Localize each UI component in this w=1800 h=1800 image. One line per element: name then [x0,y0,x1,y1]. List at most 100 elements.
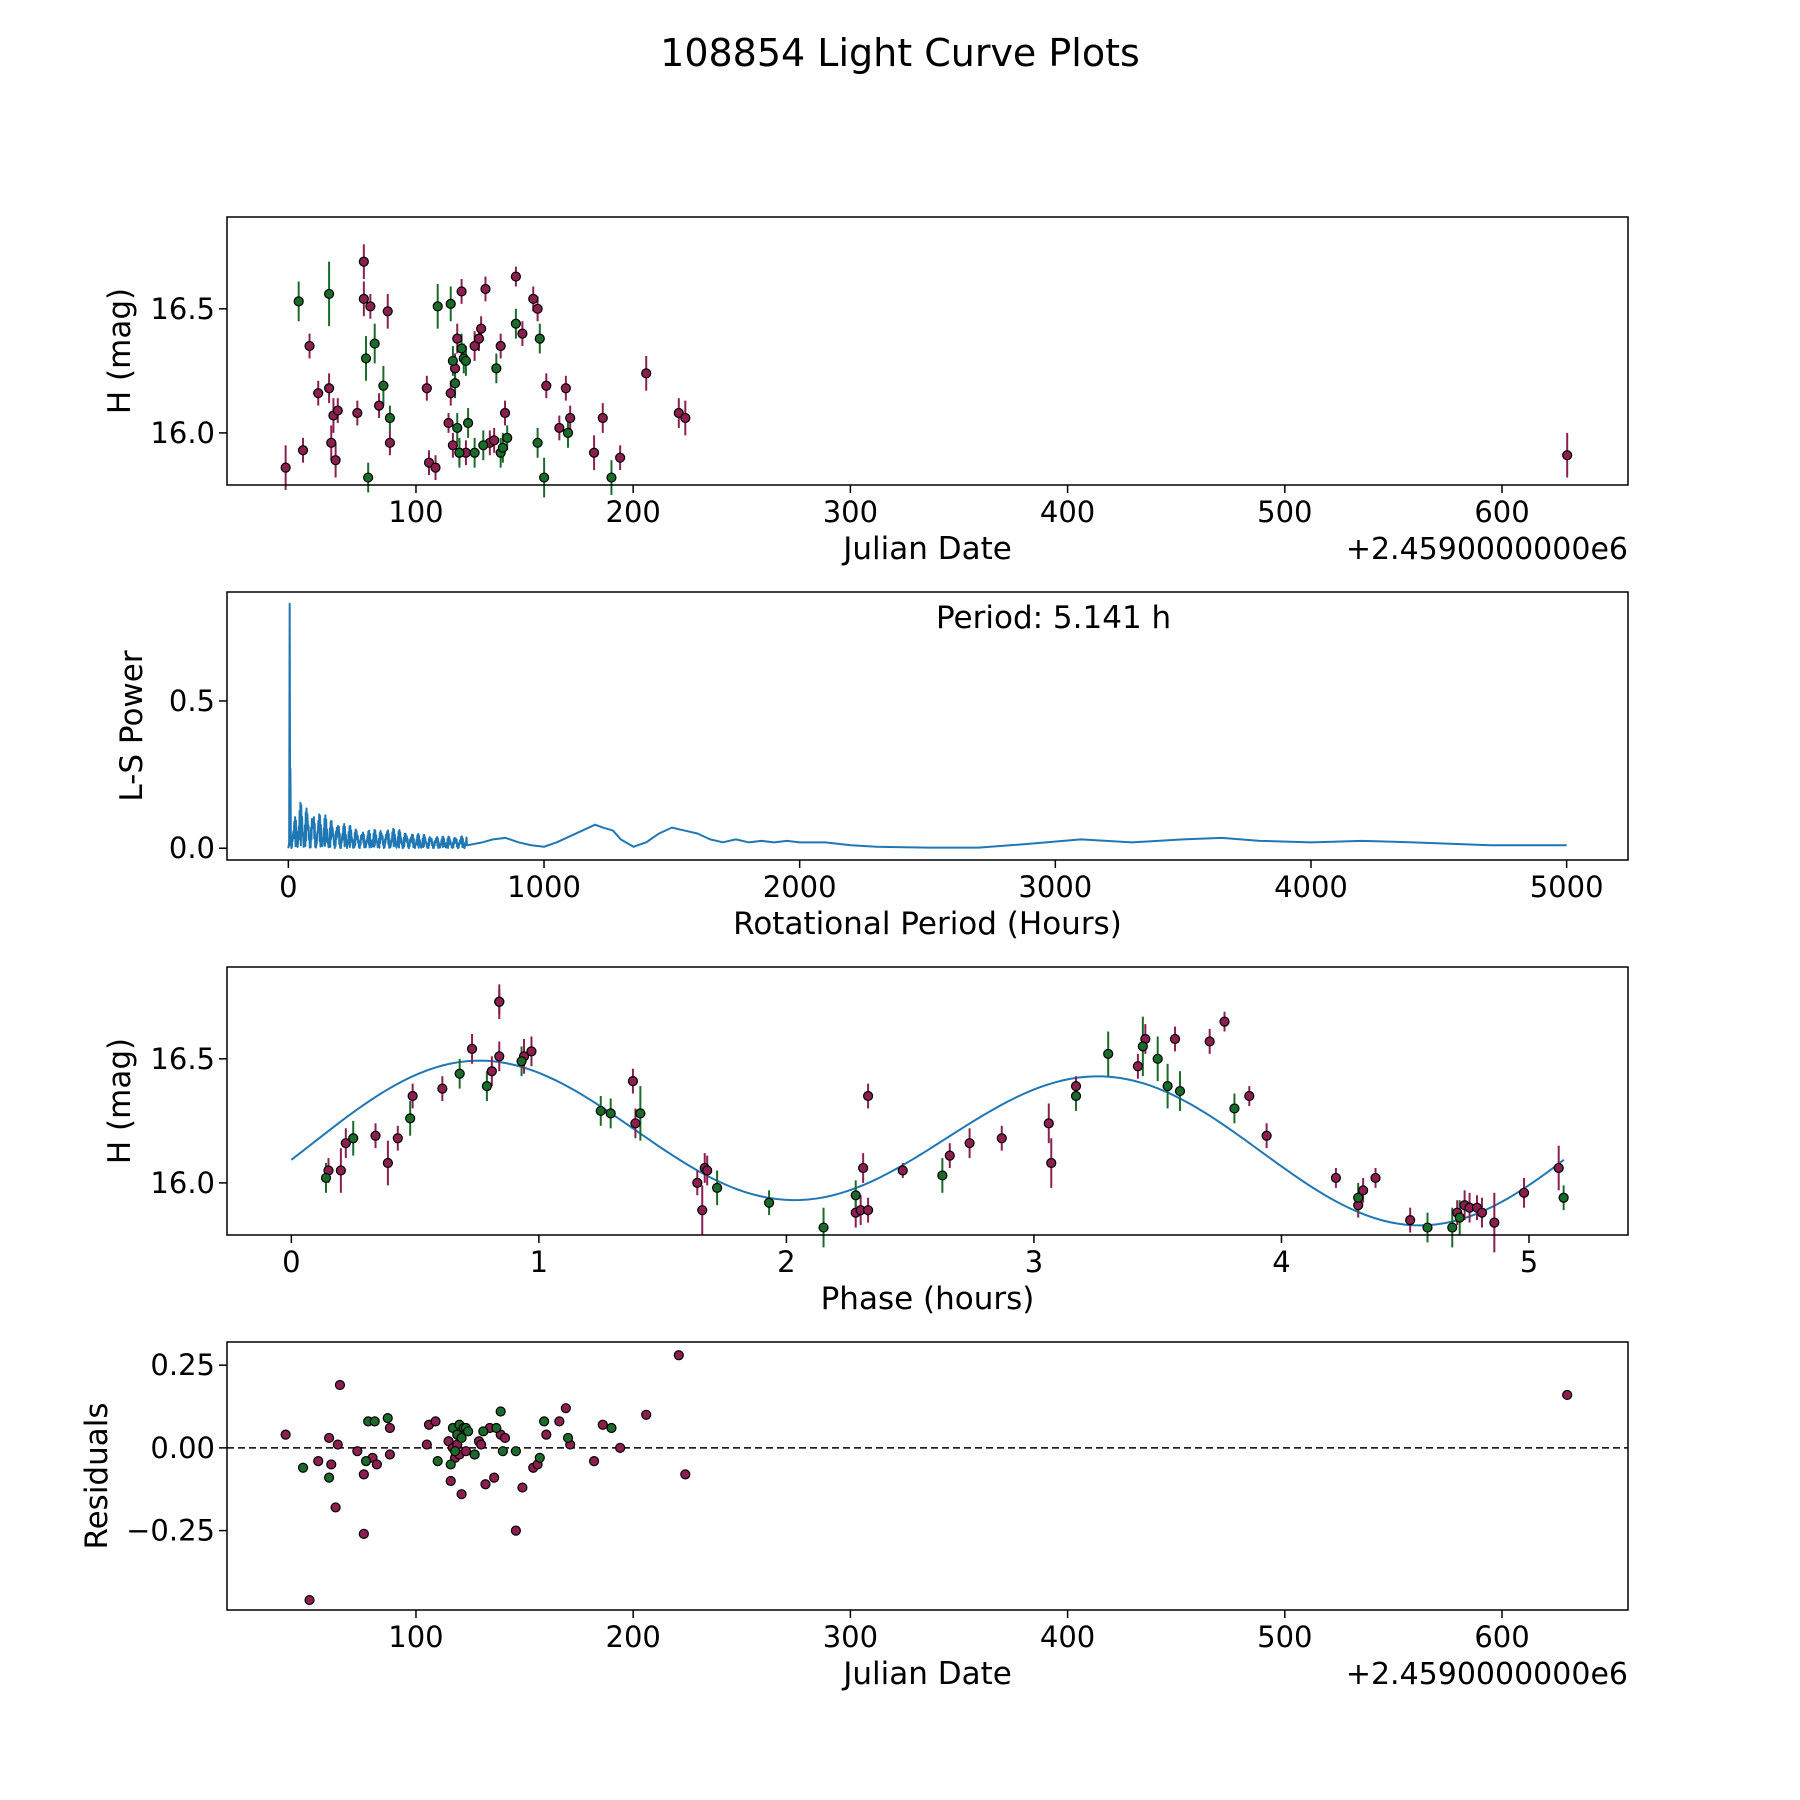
y-tick-label: −0.25 [126,1514,215,1548]
data-point-red [495,340,506,352]
data-point-red [392,1133,403,1144]
data-point-green [432,1456,443,1467]
x-offset-text: +2.4590000000e6 [1346,1657,1628,1692]
data-point-red [456,1489,467,1500]
data-point-red [1370,1172,1381,1184]
x-tick-label: 100 [388,1620,443,1654]
x-tick-label: 2000 [763,870,837,904]
data-point-red [1169,1033,1181,1045]
data-point-green [363,472,374,483]
data-point-green [495,1406,506,1417]
data-point-green [606,472,617,483]
data-point-red [452,333,463,344]
data-point-green [491,1422,502,1434]
data-point-red [499,1432,511,1444]
data-point-green [539,472,550,483]
data-point-red [352,1446,363,1457]
data-point-red [499,407,511,419]
data-point-green [449,378,461,389]
x-tick-label: 0 [282,1245,300,1279]
data-point-green [763,1197,775,1208]
data-point-red [421,1439,432,1450]
y-tick-label: 16.5 [150,1042,215,1076]
data-point-green [497,442,508,453]
data-point-green [562,427,574,438]
data-point-red [297,445,309,456]
x-tick-label: 200 [606,1620,661,1654]
data-point-red [456,286,467,297]
data-point-red [313,1456,324,1467]
data-point-green [369,1416,380,1427]
data-point-green [818,1222,829,1233]
data-point-red [473,333,485,344]
data-point-red [517,1482,528,1493]
data-point-red [944,1150,955,1161]
x-axis-label: Rotational Period (Hours) [733,906,1122,942]
data-point-red [526,1046,537,1057]
data-point-red [1132,1061,1143,1072]
data-point-green [510,1446,521,1457]
x-tick-label: 400 [1040,1620,1095,1654]
data-point-red [862,1090,874,1102]
data-point-red [1562,1389,1573,1401]
data-point-red [692,1177,703,1188]
data-point-green [534,333,545,344]
data-point-red [697,1205,708,1216]
x-tick-label: 2 [777,1245,795,1279]
data-point-red [641,1409,652,1420]
data-point-red [445,1475,456,1487]
data-point-red [384,437,396,448]
data-point-red [510,271,521,282]
data-point-red [565,412,576,424]
x-tick-label: 1 [530,1245,548,1279]
data-point-green [456,343,467,354]
data-point-red [489,1472,500,1483]
data-point-green [293,296,304,307]
data-point-red [469,340,480,352]
x-tick-label: 100 [388,495,443,529]
data-point-red [554,422,565,434]
data-point-red [480,1479,491,1490]
data-point-red [1330,1172,1342,1184]
data-point-green [502,432,513,443]
data-point-green [1137,1041,1148,1052]
x-tick-label: 5000 [1530,870,1604,904]
data-point-green [454,447,465,458]
data-point-green [348,1133,359,1144]
data-point-red [437,1083,448,1094]
data-point-red [358,1528,369,1540]
data-point-green [1447,1222,1458,1233]
data-point-red [330,1502,341,1513]
data-point-red [588,1456,600,1467]
data-point-red [680,1469,691,1480]
data-point-green [497,1446,508,1457]
data-point-red [407,1090,418,1102]
data-point-green [360,1456,372,1467]
data-point-red [489,435,500,446]
x-axis-label: Phase (hours) [821,1281,1035,1317]
data-point-red [352,407,363,419]
data-point-red [476,1439,487,1450]
data-point-red [382,306,393,317]
data-point-red [532,303,543,314]
y-tick-label: 0.25 [150,1348,215,1382]
data-point-green [1103,1048,1114,1059]
y-tick-label: 0.5 [169,684,215,718]
data-point-red [517,328,528,339]
data-point-red [1489,1217,1500,1228]
data-point-green [452,422,463,434]
data-point-red [1219,1016,1230,1027]
axes-frame [226,591,1629,861]
periodogram-line [287,602,1567,850]
data-point-red [304,340,315,352]
data-point-green [1353,1192,1364,1203]
data-point-red [326,1459,337,1470]
data-point-red [1204,1036,1215,1047]
data-point-red [466,1043,478,1054]
x-tick-label: 300 [823,1620,878,1654]
data-point-red [630,1118,641,1129]
data-point-red [476,323,487,334]
data-point-red [323,1432,335,1444]
data-point-red [335,1165,346,1176]
data-point-green [1174,1085,1186,1097]
